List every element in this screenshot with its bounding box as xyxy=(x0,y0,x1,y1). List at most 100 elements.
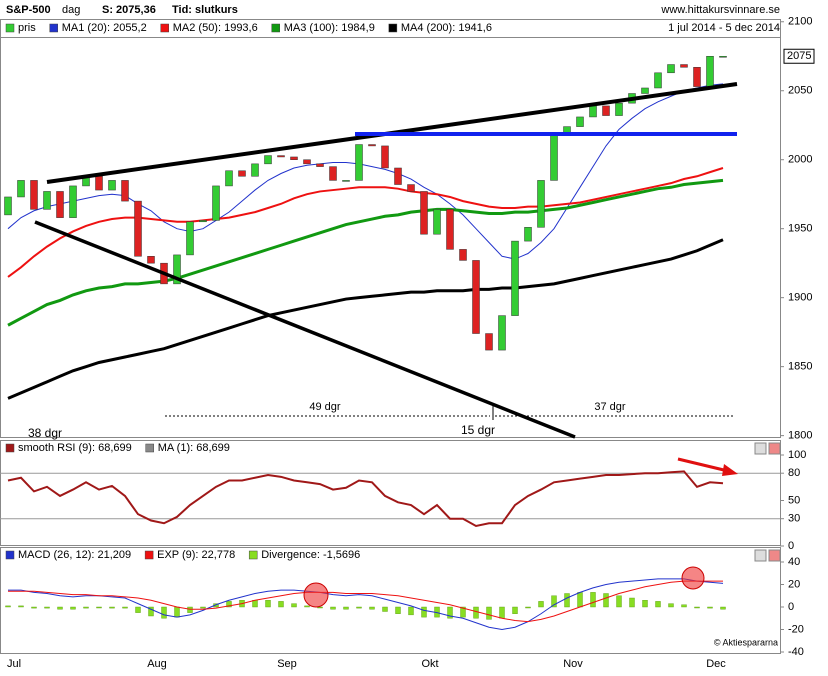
divergence-bar xyxy=(31,606,37,609)
candle xyxy=(329,166,337,181)
candle xyxy=(719,55,727,58)
candle xyxy=(173,254,181,285)
divergence-bar xyxy=(369,606,375,610)
candle xyxy=(303,159,311,165)
candle xyxy=(615,102,623,116)
tool-icon[interactable] xyxy=(754,442,767,455)
candle xyxy=(56,191,64,218)
divergence-bar xyxy=(421,606,427,618)
period: dag xyxy=(62,4,80,16)
divergence-bar xyxy=(291,603,297,608)
candle xyxy=(654,72,662,89)
legend-label: Divergence: -1,5696 xyxy=(261,549,360,561)
arrow-head xyxy=(722,464,738,476)
divergence-bar xyxy=(135,606,141,613)
candle xyxy=(485,333,493,351)
divergence-bar xyxy=(499,606,505,619)
close-icon[interactable] xyxy=(768,442,781,455)
divergence-bar xyxy=(317,606,323,609)
candle xyxy=(43,191,51,210)
divergence-bar xyxy=(460,606,466,618)
divergence-bar xyxy=(538,601,544,608)
divergence-bar xyxy=(577,592,583,608)
legend-label: MACD (26, 12): 21,209 xyxy=(18,549,131,561)
divergence-bar xyxy=(447,606,453,619)
divergence-bar xyxy=(96,606,102,609)
series-line xyxy=(7,470,724,528)
divergence-bar xyxy=(356,606,362,609)
divergence-bar xyxy=(655,601,661,608)
annotation: 49 dgr xyxy=(309,401,341,413)
y-tick-label: 1950 xyxy=(788,223,812,235)
legend-swatch xyxy=(5,550,15,560)
candle xyxy=(121,180,129,202)
highlight xyxy=(303,582,329,608)
divergence-bar xyxy=(395,606,401,614)
trend-line xyxy=(34,220,576,439)
divergence-bar xyxy=(70,606,76,610)
drawings: 49 dgr 37 dgr 15 dgr 38 dgr © Aktiespara… xyxy=(28,82,778,647)
candle xyxy=(459,249,467,261)
divergence-bar xyxy=(278,601,284,608)
candle xyxy=(550,134,558,181)
candle xyxy=(95,176,103,191)
series-line xyxy=(8,578,724,631)
divergence-bar xyxy=(512,606,518,614)
candle xyxy=(4,196,12,216)
candle xyxy=(264,155,272,165)
header: S&P-500 dag S: 2075,36 Tid: slutkurs www… xyxy=(6,4,780,34)
y-tick-label: 2050 xyxy=(788,85,812,97)
candle xyxy=(368,144,376,147)
x-tick-label: Sep xyxy=(277,658,297,670)
y-tick-label: 80 xyxy=(788,467,800,479)
candle xyxy=(342,180,350,182)
panel-icons xyxy=(754,442,781,562)
candle xyxy=(511,240,519,316)
series-line xyxy=(7,178,724,327)
divergence-bar xyxy=(200,606,206,609)
arrow xyxy=(677,457,729,473)
series-line xyxy=(8,580,723,623)
legend-label: MA2 (50): 1993,6 xyxy=(173,22,258,34)
divergence-bar xyxy=(122,606,128,609)
candle xyxy=(199,220,207,223)
annotation: 37 dgr xyxy=(594,401,626,413)
candle xyxy=(706,55,714,87)
site: www.hittakursvinnare.se xyxy=(660,4,780,16)
close-icon[interactable] xyxy=(768,549,781,562)
legend-swatch xyxy=(248,550,258,560)
divergence-bar xyxy=(226,601,232,608)
x-tick-label: Nov xyxy=(563,658,583,670)
y-tick-label: 100 xyxy=(788,449,806,461)
divergence-bar xyxy=(681,604,687,608)
y-tick-label: 40 xyxy=(788,556,800,568)
divergence-bar xyxy=(694,606,700,609)
candle xyxy=(212,185,220,221)
legend-label: MA3 (100): 1984,9 xyxy=(284,22,375,34)
last-price-box xyxy=(783,48,815,64)
candle xyxy=(238,170,246,177)
candle xyxy=(433,209,441,235)
candle xyxy=(225,170,233,187)
divergence-bar xyxy=(616,595,622,608)
y-tick-label: 0 xyxy=(788,601,794,613)
divergence-bar xyxy=(564,593,570,608)
rsi-frame xyxy=(0,440,781,546)
candle xyxy=(381,145,389,169)
macd-frame xyxy=(0,547,781,654)
tool-icon[interactable] xyxy=(754,549,767,562)
divergence-bar xyxy=(668,603,674,608)
copyright: © Aktiespararna xyxy=(714,637,778,647)
highlight xyxy=(681,566,705,590)
legend-label: MA (1): 68,699 xyxy=(158,442,230,454)
candle xyxy=(537,180,545,228)
divergence-bar xyxy=(148,606,154,617)
divergence-bar xyxy=(551,595,557,608)
candle xyxy=(641,87,649,94)
divergence-bar xyxy=(343,606,349,610)
legend-swatch xyxy=(145,443,154,453)
divergence-bar xyxy=(252,600,258,608)
divergence-bar xyxy=(590,592,596,608)
divergence-bar xyxy=(382,606,388,612)
